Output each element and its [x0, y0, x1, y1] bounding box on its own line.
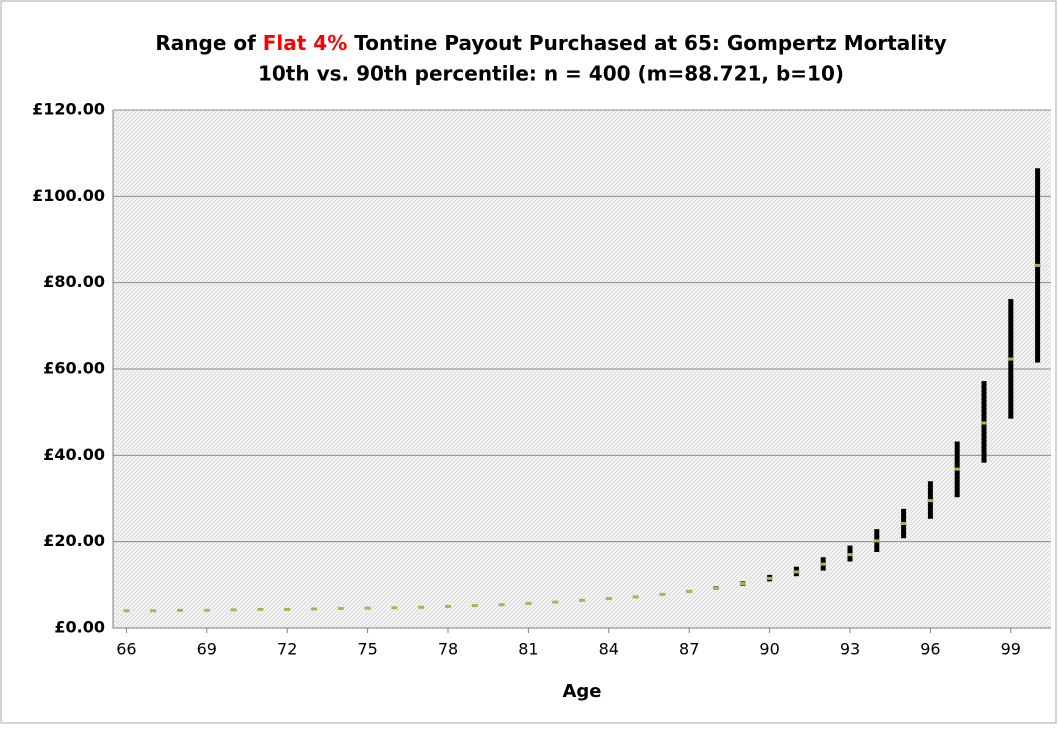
x-tick-label: 90 — [759, 640, 779, 659]
chart-title: Range of Flat 4% Tontine Payout Purchase… — [155, 31, 946, 55]
median-marker — [605, 597, 612, 601]
median-marker — [927, 499, 934, 503]
x-tick-label: 72 — [277, 640, 297, 659]
x-tick-label: 69 — [197, 640, 217, 659]
median-marker — [445, 604, 451, 608]
x-tick-label: 75 — [357, 640, 377, 659]
median-marker — [337, 607, 344, 611]
median-marker — [686, 589, 693, 593]
median-marker — [391, 606, 398, 610]
median-marker — [659, 592, 666, 596]
median-marker — [713, 586, 719, 590]
median-marker — [739, 582, 746, 586]
median-marker — [203, 608, 210, 612]
x-tick-label: 78 — [438, 640, 458, 659]
y-tick-label: £100.00 — [32, 186, 105, 205]
median-marker — [418, 605, 425, 609]
median-marker — [579, 598, 585, 602]
median-marker — [257, 607, 264, 611]
x-tick-label: 96 — [920, 640, 940, 659]
median-marker — [284, 607, 291, 611]
median-marker — [525, 601, 532, 605]
x-tick-label: 66 — [116, 640, 136, 659]
y-tick-label: £0.00 — [54, 618, 105, 637]
title-part: Tontine Payout Purchased at 65: Gompertz… — [347, 31, 946, 55]
median-marker — [954, 467, 961, 471]
median-marker — [900, 522, 907, 526]
chart-subtitle: 10th vs. 90th percentile: n = 400 (m=88.… — [258, 62, 844, 86]
median-marker — [793, 570, 800, 574]
x-tick-label: 87 — [679, 640, 699, 659]
y-tick-label: £60.00 — [43, 359, 105, 378]
median-marker — [230, 608, 237, 612]
median-marker — [177, 608, 183, 612]
y-tick-label: £80.00 — [43, 272, 105, 291]
median-marker — [552, 600, 559, 604]
median-marker — [311, 607, 317, 611]
median-marker — [471, 604, 478, 608]
x-tick-label: 99 — [1001, 640, 1021, 659]
median-marker — [766, 576, 773, 580]
title-part: Range of — [155, 31, 262, 55]
x-tick-label: 84 — [599, 640, 619, 659]
y-tick-label: £40.00 — [43, 445, 105, 464]
title-highlight: Flat 4% — [263, 31, 348, 55]
x-axis-label: Age — [562, 681, 601, 702]
median-marker — [1007, 357, 1014, 361]
median-marker — [1034, 263, 1041, 267]
x-tick-label: 93 — [840, 640, 860, 659]
median-marker — [364, 606, 371, 610]
median-marker — [847, 553, 853, 557]
median-marker — [873, 539, 880, 543]
median-marker — [498, 603, 505, 607]
y-tick-label: £120.00 — [32, 100, 105, 119]
median-marker — [820, 562, 827, 566]
x-tick-label: 81 — [518, 640, 538, 659]
median-marker — [123, 609, 130, 613]
y-tick-label: £20.00 — [43, 531, 105, 550]
median-marker — [981, 421, 987, 425]
median-marker — [632, 595, 639, 599]
median-marker — [150, 609, 157, 613]
